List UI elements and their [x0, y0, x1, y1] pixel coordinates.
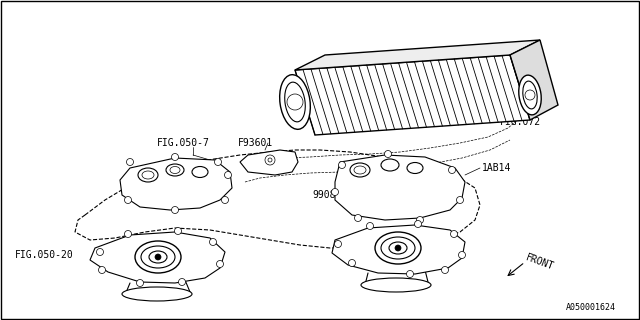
Circle shape [367, 222, 374, 229]
Ellipse shape [141, 246, 175, 268]
Circle shape [209, 238, 216, 245]
Circle shape [97, 249, 104, 255]
Ellipse shape [519, 75, 541, 115]
Ellipse shape [142, 171, 154, 179]
Circle shape [216, 260, 223, 268]
Circle shape [451, 230, 458, 237]
Circle shape [525, 90, 535, 100]
Circle shape [458, 252, 465, 259]
Polygon shape [75, 150, 480, 248]
Circle shape [268, 158, 272, 162]
Ellipse shape [407, 163, 423, 173]
Circle shape [265, 155, 275, 165]
Circle shape [406, 270, 413, 277]
Ellipse shape [381, 237, 415, 259]
Ellipse shape [138, 168, 158, 182]
Text: FIG.050-7: FIG.050-7 [157, 138, 210, 148]
Polygon shape [332, 225, 465, 274]
Circle shape [442, 267, 449, 274]
Ellipse shape [389, 242, 407, 254]
Circle shape [415, 220, 422, 228]
Text: FIG.072: FIG.072 [500, 117, 541, 127]
Text: F93601: F93601 [238, 138, 273, 148]
Text: 99081: 99081 [312, 190, 341, 200]
Circle shape [172, 154, 179, 161]
Text: FRONT: FRONT [524, 252, 555, 272]
Ellipse shape [166, 164, 184, 176]
Ellipse shape [523, 81, 537, 109]
Ellipse shape [350, 163, 370, 177]
Ellipse shape [375, 232, 421, 264]
Polygon shape [295, 40, 540, 70]
Text: A050001624: A050001624 [566, 303, 616, 313]
Circle shape [136, 279, 143, 286]
Ellipse shape [280, 75, 310, 129]
Circle shape [214, 158, 221, 165]
Circle shape [349, 260, 355, 267]
Polygon shape [240, 150, 298, 175]
Ellipse shape [381, 159, 399, 171]
Ellipse shape [122, 287, 192, 301]
Circle shape [339, 162, 346, 169]
Text: FIG.050-20: FIG.050-20 [15, 250, 74, 260]
Ellipse shape [285, 82, 305, 122]
Circle shape [417, 217, 424, 223]
Polygon shape [510, 40, 558, 120]
Circle shape [385, 150, 392, 157]
Circle shape [179, 278, 186, 285]
Circle shape [127, 158, 134, 165]
Circle shape [221, 196, 228, 204]
Polygon shape [120, 158, 232, 210]
Polygon shape [335, 155, 465, 220]
Circle shape [172, 206, 179, 213]
Circle shape [456, 196, 463, 204]
Circle shape [287, 94, 303, 110]
Ellipse shape [354, 166, 366, 174]
Text: 1AB14: 1AB14 [482, 163, 511, 173]
Circle shape [335, 241, 342, 247]
Circle shape [155, 254, 161, 260]
Polygon shape [295, 55, 530, 135]
Circle shape [125, 230, 131, 237]
Polygon shape [90, 232, 225, 283]
Circle shape [355, 214, 362, 221]
Ellipse shape [149, 251, 167, 263]
Circle shape [225, 172, 232, 179]
Circle shape [125, 196, 131, 204]
Ellipse shape [135, 241, 181, 273]
Circle shape [395, 245, 401, 251]
Circle shape [99, 267, 106, 274]
Ellipse shape [361, 278, 431, 292]
Circle shape [449, 166, 456, 173]
Ellipse shape [170, 166, 180, 173]
Ellipse shape [192, 166, 208, 178]
Circle shape [332, 188, 339, 196]
Circle shape [175, 228, 182, 235]
